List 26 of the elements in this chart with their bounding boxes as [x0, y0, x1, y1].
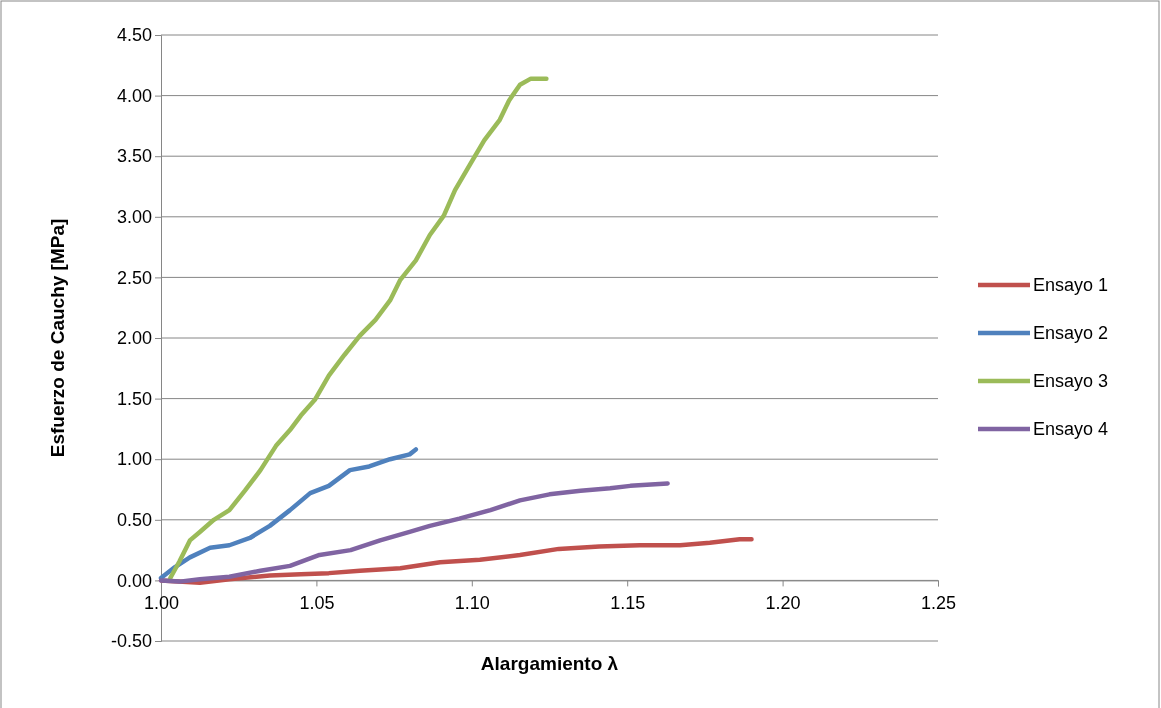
x-axis-title: Alargamiento λ [480, 653, 619, 674]
y-tick-label: 0.00 [116, 570, 152, 591]
y-tick-label: 1.50 [116, 388, 152, 409]
y-tick-label: 4.50 [116, 25, 152, 46]
y-axis-title: Esfuerzo de Cauchy [MPa] [47, 218, 68, 458]
legend-label: Ensayo 3 [1033, 371, 1109, 391]
x-tick-label: 1.15 [610, 593, 646, 614]
x-tick-label: 1.25 [920, 593, 957, 614]
legend-label: Ensayo 1 [1033, 275, 1109, 295]
line-series [158, 447, 419, 581]
line-series [168, 76, 549, 581]
legend-label: Ensayo 4 [1033, 419, 1109, 439]
y-tick-label: -0.50 [110, 631, 152, 652]
legend-label: Ensayo 2 [1033, 323, 1109, 343]
y-tick-label: 2.50 [116, 267, 152, 288]
y-tick-label: 4.00 [116, 85, 152, 106]
x-tick-label: 1.00 [143, 593, 180, 614]
x-tick-label: 1.05 [299, 593, 335, 614]
y-tick-label: 3.50 [116, 146, 152, 167]
y-tick-label: 1.00 [116, 449, 152, 470]
y-tick-label: 3.00 [116, 207, 152, 228]
x-tick-label: 1.10 [454, 593, 490, 614]
y-tick-label: 0.50 [116, 510, 152, 531]
y-tick-label: 2.00 [116, 328, 152, 349]
line-series [158, 481, 670, 584]
x-tick-label: 1.20 [765, 593, 801, 614]
